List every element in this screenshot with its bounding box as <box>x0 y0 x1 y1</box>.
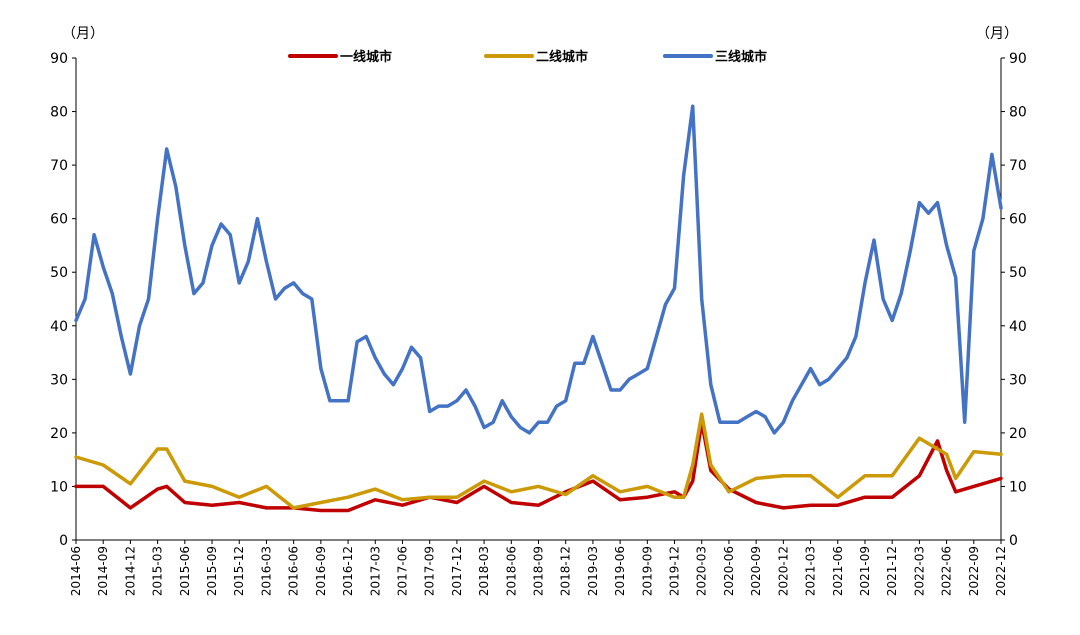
x-tick-label: 2016-03 <box>259 546 273 596</box>
x-tick-label: 2019-09 <box>640 546 654 596</box>
left-y-tick-label: 30 <box>50 372 68 388</box>
right-y-tick-label: 60 <box>1009 212 1027 228</box>
x-tick-label: 2015-12 <box>232 546 246 596</box>
right-y-tick-label: 40 <box>1009 319 1027 335</box>
legend: 一线城市 二线城市 三线城市 <box>288 49 767 65</box>
series-line-2 <box>74 412 1003 510</box>
right-y-tick-label: 10 <box>1009 479 1027 495</box>
x-tick-label: 2019-06 <box>613 546 627 596</box>
x-tick-label: 2018-09 <box>532 546 546 596</box>
left-y-tick-label: 20 <box>50 426 68 442</box>
right-y-tick-label: 80 <box>1009 105 1027 121</box>
left-y-tick-label: 50 <box>50 265 68 281</box>
x-tick-label: 2022-12 <box>994 546 1008 596</box>
legend-label-2: 二线城市 <box>536 49 588 65</box>
x-tick-label: 2022-09 <box>967 546 981 596</box>
left-y-tick-label: 40 <box>50 319 68 335</box>
x-tick-label: 2014-09 <box>96 546 110 596</box>
x-tick-label: 2018-12 <box>559 546 573 596</box>
x-tick-label: 2016-09 <box>314 546 328 596</box>
series-line-3 <box>74 104 1003 435</box>
series-lines <box>74 104 1003 513</box>
x-tick-label: 2016-12 <box>341 546 355 596</box>
right-y-tick-label: 50 <box>1009 265 1027 281</box>
right-y-tick-label: 90 <box>1009 51 1027 67</box>
legend-label-1: 一线城市 <box>340 49 392 65</box>
x-tick-label: 2015-06 <box>178 546 192 596</box>
legend-label-3: 三线城市 <box>715 49 767 65</box>
left-y-tick-label: 90 <box>50 51 68 67</box>
x-tick-label: 2018-06 <box>504 546 518 596</box>
x-tick-label: 2021-06 <box>831 546 845 596</box>
left-y-tick-label: 80 <box>50 105 68 121</box>
right-y-tick-label: 70 <box>1009 158 1027 174</box>
x-tick-label: 2014-12 <box>123 546 137 596</box>
x-tick-label: 2017-12 <box>450 546 464 596</box>
left-y-tick-label: 0 <box>59 533 68 549</box>
x-tick-label: 2022-03 <box>912 546 926 596</box>
x-tick-label: 2015-03 <box>151 546 165 596</box>
x-tick-label: 2020-12 <box>776 546 790 596</box>
x-tick-label: 2017-03 <box>368 546 382 596</box>
right-axis-unit-label: （月） <box>976 26 1018 42</box>
right-y-tick-label: 30 <box>1009 372 1027 388</box>
axes: 0 0 10 10 20 20 30 30 40 40 50 50 60 60 70 70 80 80 90 90 20… <box>50 51 1027 596</box>
left-y-tick-label: 70 <box>50 158 68 174</box>
x-tick-label: 2021-03 <box>804 546 818 596</box>
x-tick-label: 2021-12 <box>885 546 899 596</box>
x-tick-label: 2014-06 <box>69 546 83 596</box>
right-y-tick-label: 20 <box>1009 426 1027 442</box>
x-tick-label: 2021-09 <box>858 546 872 596</box>
x-tick-label: 2016-06 <box>287 546 301 596</box>
left-y-tick-label: 10 <box>50 479 68 495</box>
series-line-1 <box>74 420 1003 513</box>
right-y-tick-label: 0 <box>1009 533 1018 549</box>
left-y-tick-label: 60 <box>50 212 68 228</box>
x-tick-label: 2019-03 <box>586 546 600 596</box>
x-tick-label: 2022-06 <box>940 546 954 596</box>
x-tick-label: 2017-06 <box>395 546 409 596</box>
x-tick-label: 2020-03 <box>695 546 709 596</box>
x-tick-label: 2015-09 <box>205 546 219 596</box>
x-tick-label: 2019-12 <box>668 546 682 596</box>
left-axis-unit-label: （月） <box>62 26 104 42</box>
x-tick-label: 2017-09 <box>423 546 437 596</box>
x-tick-label: 2020-09 <box>749 546 763 596</box>
x-tick-label: 2020-06 <box>722 546 736 596</box>
x-tick-label: 2018-03 <box>477 546 491 596</box>
